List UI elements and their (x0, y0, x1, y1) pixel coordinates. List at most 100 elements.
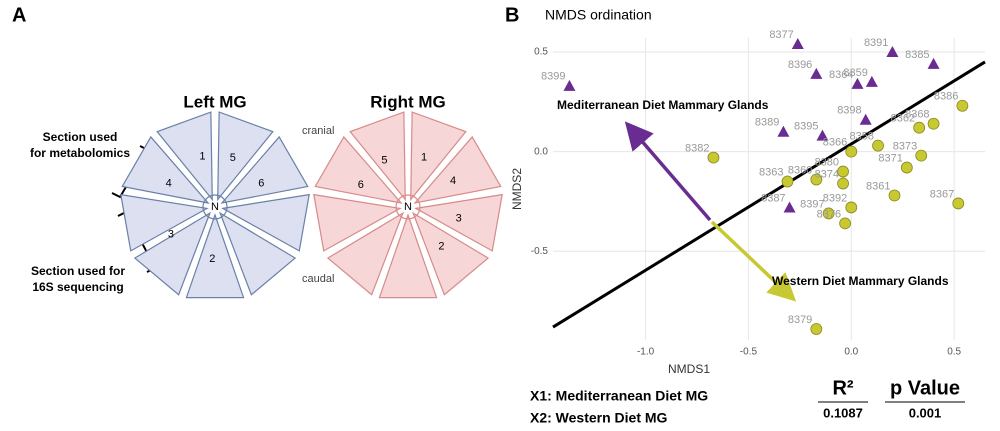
y-axis-label: NMDS2 (510, 168, 524, 210)
point (913, 121, 926, 134)
point (791, 37, 804, 49)
metabolomics-note: Section used (43, 130, 118, 144)
point (837, 165, 849, 178)
point (859, 113, 872, 125)
point (781, 175, 794, 188)
wedge (349, 111, 406, 202)
stats-group: X1: Mediterranean Diet MG (530, 388, 708, 404)
wedge (217, 111, 274, 202)
metabolomics-note: for metabolomics (30, 146, 130, 160)
point (845, 145, 858, 158)
point-label: 8392 (823, 192, 847, 204)
wedge (411, 211, 490, 296)
wedge-label: 1 (421, 151, 427, 163)
stats-header: R² (832, 377, 853, 399)
point-label: 8362 (891, 113, 915, 125)
point-label: 8398 (837, 105, 861, 117)
wedge-label: 2 (438, 241, 444, 253)
point (777, 125, 790, 137)
point-label: 8366 (823, 137, 847, 149)
point-label: 8359 (843, 67, 867, 79)
point-label: 8358 (850, 131, 874, 143)
x-tick-label: 0.0 (844, 347, 858, 358)
point-label: 8371 (878, 152, 902, 164)
point-label: 8367 (930, 188, 954, 200)
stats-group: X2: Western Diet MG (530, 410, 668, 426)
x-tick-label: 0.5 (947, 347, 961, 358)
stats-value: 0.001 (909, 405, 942, 420)
wedge (221, 193, 310, 252)
chart-title: NMDS ordination (545, 7, 652, 23)
point-label: 8396 (788, 59, 812, 71)
point (927, 57, 940, 69)
left-mg-title: Left MG (183, 92, 246, 111)
x-tick-label: -0.5 (740, 347, 758, 358)
arrow (624, 121, 712, 222)
y-tick-label: 0.5 (534, 47, 548, 58)
point (927, 117, 940, 130)
wedge-label: 2 (209, 253, 215, 265)
wedge (218, 211, 297, 296)
sequencing-note: 16S sequencing (32, 280, 123, 294)
wedge (120, 193, 209, 252)
point-label: 8389 (755, 117, 779, 129)
point (872, 139, 884, 152)
wedge-label: 5 (230, 152, 236, 164)
point-label: 8377 (769, 29, 793, 41)
wedge-label: 4 (166, 177, 172, 189)
point (810, 173, 823, 186)
stats-header: p Value (890, 377, 960, 399)
point-label: 8387 (761, 192, 785, 204)
point-label: 8397 (800, 198, 824, 210)
center-label: N (404, 201, 412, 213)
point-label: 8363 (759, 166, 783, 178)
wedge-label: 3 (456, 213, 462, 225)
center-ring (202, 194, 228, 220)
point-label: 8391 (864, 37, 888, 49)
arrow (710, 220, 797, 302)
point (816, 129, 829, 141)
panel-letter: A (12, 4, 26, 26)
wedge (326, 211, 405, 296)
point-label: 8360 (788, 164, 812, 176)
right-mg-title: Right MG (370, 92, 446, 111)
cranial-label: cranial (302, 125, 334, 137)
wedge (313, 193, 402, 252)
caudal-label: caudal (302, 273, 334, 285)
wedge-label: 5 (381, 155, 387, 167)
point-label: 8382 (685, 143, 709, 155)
annotation: Western Diet Mammary Glands (772, 274, 949, 288)
point-label: 8386 (934, 91, 958, 103)
center-label: N (211, 201, 219, 213)
point (822, 207, 835, 220)
point-label: 8373 (893, 141, 917, 153)
wedge (414, 193, 503, 252)
wedge (410, 111, 467, 202)
wedge (121, 135, 210, 204)
wedge-label: 3 (168, 228, 174, 240)
divider-line (552, 60, 986, 329)
point-label: 8385 (905, 49, 929, 61)
point (851, 77, 864, 89)
annotation: Mediterranean Diet Mammary Glands (557, 98, 769, 112)
wedge (185, 213, 245, 299)
point (952, 197, 965, 210)
point (839, 217, 852, 230)
point (956, 99, 969, 112)
point (837, 177, 849, 190)
wedge (156, 111, 213, 202)
point-label: 8364 (829, 69, 853, 81)
wedge (133, 211, 212, 296)
point-label: 8379 (788, 314, 812, 326)
point (865, 75, 878, 87)
point-label: 8399 (541, 71, 565, 83)
wedge (314, 135, 403, 204)
wedge-label: 4 (450, 175, 456, 187)
point-label: 8368 (905, 109, 929, 121)
point-label: 8376 (817, 208, 841, 220)
wedge (413, 135, 502, 204)
wedge (378, 213, 438, 299)
point (810, 323, 823, 335)
wedge-label: 6 (358, 179, 364, 191)
